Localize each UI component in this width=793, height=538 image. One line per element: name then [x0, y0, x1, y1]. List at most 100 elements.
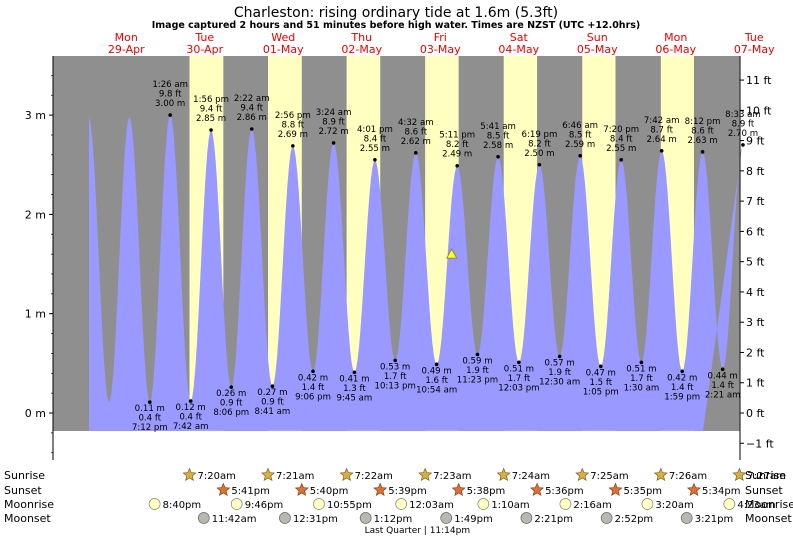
- day-of-week-label: Tue: [744, 31, 764, 44]
- tide-extreme-label: 3.00 m: [155, 99, 185, 109]
- tide-extreme-label: 6:46 am: [562, 121, 598, 131]
- tide-extreme-point: [680, 369, 685, 374]
- tide-extreme-label: 2.55 m: [606, 144, 636, 154]
- tide-extreme-label: 8.8 ft: [282, 120, 305, 130]
- sunset-icon: [530, 482, 545, 497]
- tide-extreme-label: 10:54 am: [416, 385, 457, 395]
- tide-extreme-label: 0.57 m: [545, 358, 575, 368]
- moonset-time: 1:49pm: [454, 514, 493, 525]
- moonrise-icon: [313, 498, 325, 510]
- tide-extreme-label: 0.59 m: [462, 356, 492, 366]
- current-level-marker: [446, 248, 458, 259]
- tide-extreme-label: 7:42 am: [644, 116, 680, 126]
- sunrise-time: 7:24am: [512, 471, 550, 482]
- moonset-icon: [359, 512, 372, 524]
- left-axis-label: 2 m: [25, 208, 46, 221]
- tide-extreme-point: [557, 354, 562, 359]
- tide-extreme-label: 8.9 ft: [322, 117, 345, 127]
- right-axis-label: 7 ft: [746, 195, 765, 208]
- right-axis-label: −1 ft: [746, 437, 774, 450]
- tide-extreme-label: 0.42 m: [298, 373, 328, 383]
- right-axis-label: 10 ft: [746, 104, 772, 117]
- tide-extreme-label: 12:30 am: [539, 377, 580, 387]
- tide-extreme-label: 0.9 ft: [261, 398, 284, 408]
- sunset-row-label-right: Sunset: [745, 484, 783, 497]
- tide-extreme-label: 1.9 ft: [548, 368, 571, 378]
- tide-extreme-label: 0.44 m: [708, 371, 738, 381]
- sunrise-time: 7:23am: [433, 471, 471, 482]
- tide-extreme-label: 0.27 m: [257, 388, 287, 398]
- tide-extreme-label: 2:22 am: [234, 94, 270, 104]
- tide-extreme-label: 12:03 pm: [498, 383, 539, 393]
- tide-extreme-label: 8.6 ft: [691, 126, 714, 136]
- moonrise-time: 3:20am: [655, 500, 693, 511]
- sunset-time: 5:38pm: [467, 486, 506, 497]
- moonrise-row-label-right: Moonrise: [745, 498, 793, 511]
- tide-extreme-label: 8:06 pm: [213, 408, 249, 418]
- day-headers: Mon29-AprTue30-AprWed01-MayThu02-MayFri0…: [108, 31, 775, 56]
- right-axis-label: 2 ft: [746, 346, 765, 359]
- day-date-label: 05-May: [577, 43, 618, 56]
- sunrise-time: 7:20am: [197, 471, 235, 482]
- tide-extreme-label: 8.4 ft: [610, 134, 633, 144]
- day-of-week-label: Mon: [664, 31, 687, 44]
- tide-extreme-point: [741, 143, 745, 147]
- tide-extreme-label: 3:24 am: [316, 108, 352, 118]
- moon-phase-note: Last Quarter | 11:14pm: [365, 526, 471, 536]
- tide-extreme-label: 1:05 pm: [583, 387, 619, 397]
- tide-extreme-label: 2.72 m: [318, 127, 348, 137]
- sunset-time: 5:40pm: [310, 486, 349, 497]
- tide-extreme-label: 2:21 am: [705, 390, 741, 400]
- moonset-icon: [600, 512, 613, 524]
- sunset-icon: [294, 482, 309, 497]
- tide-extreme-label: 8.6 ft: [404, 127, 427, 137]
- tide-extreme-label: 2.62 m: [401, 137, 431, 147]
- tide-extreme-point: [619, 157, 624, 162]
- tide-extreme-label: 5:11 pm: [439, 131, 475, 141]
- tide-extreme-label: 9:45 am: [337, 393, 373, 403]
- sunrise-time: 7:25am: [590, 471, 628, 482]
- day-of-week-label: Tue: [194, 31, 214, 44]
- right-axis-label: 0 ft: [746, 407, 765, 420]
- moonrise-icon: [230, 498, 243, 510]
- sunrise-time: 7:27am: [747, 471, 785, 482]
- tide-extreme-label: 8.9 ft: [732, 119, 755, 129]
- moonrise-time: 1:10am: [491, 500, 529, 511]
- tide-extreme-label: 7:20 pm: [603, 125, 639, 135]
- right-axis-label: 8 ft: [746, 165, 765, 178]
- tide-extreme-label: 8.7 ft: [650, 125, 673, 135]
- sunset-icon: [216, 482, 231, 497]
- tide-extreme-label: 1.7 ft: [630, 374, 653, 384]
- tide-extreme-point: [148, 400, 152, 404]
- tide-extreme-label: 9.4 ft: [240, 104, 263, 114]
- day-date-label: 29-Apr: [108, 43, 145, 56]
- tide-extreme-label: 0.47 m: [586, 368, 616, 378]
- tide-extreme-label: 2.63 m: [687, 136, 717, 146]
- sunrise-icon: [496, 467, 511, 482]
- tide-extreme-label: 2.55 m: [360, 144, 390, 154]
- sunrise-icon: [182, 467, 197, 482]
- sunrise-icon: [653, 467, 668, 482]
- tide-extreme-point: [517, 360, 521, 365]
- left-axis-label: 1 m: [25, 308, 46, 321]
- sunrise-time: 7:22am: [355, 471, 393, 482]
- moonset-row-label-left: Moonset: [4, 512, 51, 525]
- moonset-time: 11:42am: [212, 514, 257, 525]
- sunset-time: 5:41pm: [231, 486, 270, 497]
- sunset-icon: [373, 482, 388, 497]
- tide-extreme-label: 2.86 m: [237, 113, 267, 123]
- tide-extreme-label: 4:32 am: [398, 118, 434, 128]
- sunset-time: 5:35pm: [624, 486, 663, 497]
- moonset-icon: [520, 512, 533, 524]
- moonrise-icon: [559, 498, 572, 510]
- tide-extreme-label: 1.5 ft: [589, 378, 612, 388]
- moonrise-time: 8:40pm: [163, 500, 202, 511]
- moonset-time: 12:31pm: [293, 514, 338, 525]
- tide-extreme-label: 0.11 m: [135, 404, 165, 414]
- tide-extreme-label: 8.5 ft: [569, 130, 592, 140]
- tide-extreme-point: [188, 399, 193, 403]
- moonset-time: 1:12pm: [374, 514, 413, 525]
- moonset-time: 2:52pm: [615, 514, 654, 525]
- sunrise-time: 7:26am: [669, 471, 707, 482]
- tide-extreme-label: 0.9 ft: [220, 399, 243, 409]
